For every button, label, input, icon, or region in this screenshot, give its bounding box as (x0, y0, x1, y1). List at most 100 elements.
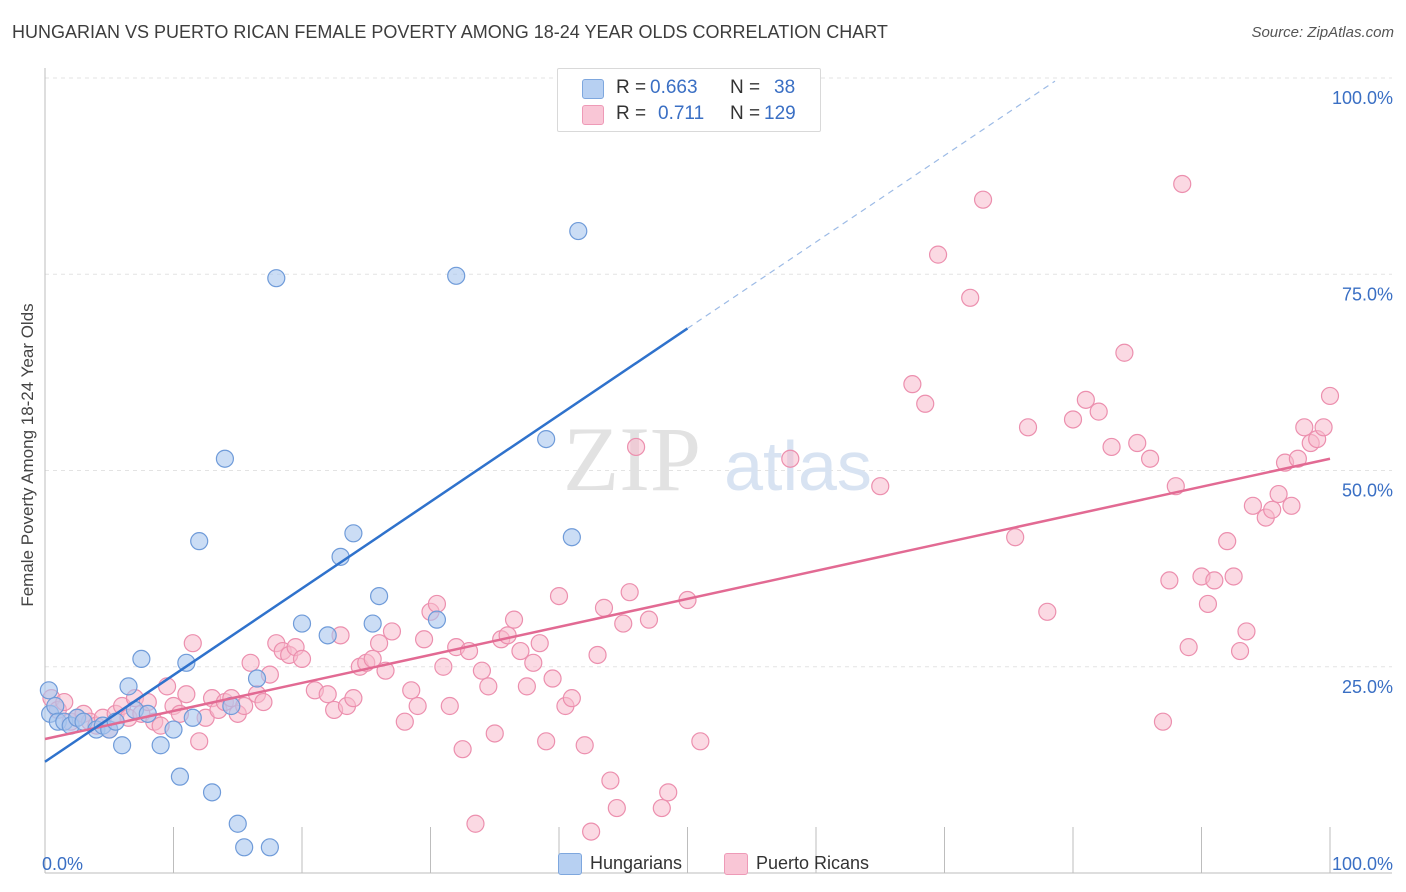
hungarian-point (363, 614, 382, 633)
puerto-rican-point (466, 814, 485, 833)
hungarian-point (215, 449, 234, 468)
puerto-rican-point (961, 288, 980, 307)
puerto-rican-point (620, 583, 639, 602)
puerto-rican-point (1295, 418, 1314, 437)
puerto-rican-point (639, 610, 659, 629)
puerto-rican-point (177, 685, 196, 704)
puerto-rican-point (1282, 496, 1301, 515)
puerto-rican-point (504, 610, 524, 629)
hungarian-point (260, 838, 279, 857)
hungarians-legend-swatch (558, 853, 582, 875)
puerto-rican-point (382, 622, 402, 641)
puerto-ricans-trend-line (44, 457, 1331, 741)
puerto-rican-point (582, 822, 601, 841)
puerto-rican-point (1269, 484, 1288, 504)
hungarian-point (138, 704, 157, 723)
puerto-rican-point (903, 375, 922, 394)
n-label: N = (730, 103, 761, 124)
hungarian-point (370, 586, 389, 606)
hungarian-point (292, 614, 312, 633)
puerto-ricans-legend-swatch (724, 853, 748, 875)
n-value: 38 (774, 77, 796, 98)
puerto-rican-point (1224, 567, 1243, 586)
puerto-rican-point (434, 657, 453, 676)
puerto-rican-point (1230, 641, 1250, 661)
puerto-rican-point (254, 692, 273, 712)
puerto-rican-point (928, 245, 948, 264)
puerto-rican-point (543, 669, 562, 688)
puerto-rican-point (414, 630, 434, 649)
puerto-rican-point (1160, 571, 1179, 590)
puerto-rican-point (659, 783, 678, 802)
puerto-rican-point (781, 449, 800, 468)
puerto-rican-point (318, 685, 337, 704)
hungarian-point (132, 649, 151, 669)
hungarian-point (177, 653, 196, 672)
puerto-rican-point (190, 732, 209, 751)
puerto-rican-point (530, 634, 549, 653)
puerto-rican-point (575, 736, 594, 755)
y-tick-label: 100.0% (1332, 88, 1393, 108)
hungarians-swatch (582, 79, 604, 99)
hungarian-point (318, 626, 337, 645)
hungarian-point (562, 528, 581, 547)
puerto-rican-point (517, 677, 536, 696)
puerto-rican-point (1089, 402, 1108, 421)
tick-labels: 25.0% 50.0% 75.0% 100.0% 0.0% 100.0% (42, 88, 1393, 874)
puerto-rican-point (511, 641, 530, 661)
hungarian-point (46, 696, 65, 716)
hungarian-point (247, 669, 267, 688)
y-tick-label: 25.0% (1342, 677, 1393, 697)
x-tick-label: 0.0% (42, 854, 83, 874)
puerto-rican-point (1237, 622, 1256, 641)
puerto-rican-point (1153, 712, 1173, 731)
puerto-rican-point (549, 586, 569, 606)
puerto-rican-point (1102, 437, 1121, 457)
y-tick-label: 50.0% (1342, 481, 1393, 501)
hungarian-point (170, 767, 190, 786)
puerto-rican-point (453, 740, 472, 759)
puerto-rican-point (1320, 386, 1340, 406)
puerto-rican-point (1243, 496, 1263, 515)
puerto-rican-point (479, 677, 498, 696)
puerto-ricans-points (42, 174, 1340, 841)
puerto-rican-point (292, 649, 312, 669)
puerto-rican-point (1006, 528, 1025, 547)
puerto-rican-point (395, 712, 414, 731)
n-value: 129 (764, 103, 796, 124)
source-credit: Source: ZipAtlas.com (1251, 24, 1394, 41)
watermark-atlas: atlas (724, 427, 872, 505)
hungarians-points (39, 221, 588, 857)
puerto-rican-point (427, 594, 447, 614)
puerto-rican-point (607, 798, 626, 818)
hungarian-point (112, 736, 132, 755)
hungarian-point (151, 736, 170, 755)
puerto-rican-point (1198, 594, 1218, 614)
hungarian-point (164, 720, 183, 739)
puerto-rican-point (916, 394, 935, 413)
hungarian-point (569, 221, 588, 241)
hungarian-point (183, 708, 202, 727)
puerto-rican-point (1115, 343, 1134, 362)
puerto-rican-point (601, 771, 620, 790)
puerto-rican-point (1218, 532, 1237, 551)
hungarians-trend-line (44, 327, 689, 763)
puerto-rican-point (241, 653, 260, 672)
puerto-rican-point (691, 732, 710, 751)
puerto-rican-point (183, 634, 202, 653)
hungarian-point (235, 838, 254, 857)
puerto-rican-point (485, 724, 504, 743)
trend-lines (44, 80, 1331, 763)
puerto-rican-point (524, 653, 543, 672)
puerto-ricans-swatch (582, 105, 604, 125)
puerto-rican-point (498, 626, 517, 645)
puerto-rican-point (1140, 449, 1160, 468)
puerto-ricans-legend-label: Puerto Ricans (756, 853, 870, 873)
puerto-rican-point (1173, 174, 1192, 194)
hungarian-point (537, 430, 556, 449)
hungarian-point (119, 677, 138, 696)
hungarian-point (267, 269, 286, 288)
puerto-rican-point (537, 732, 556, 751)
hungarian-point (344, 524, 363, 543)
